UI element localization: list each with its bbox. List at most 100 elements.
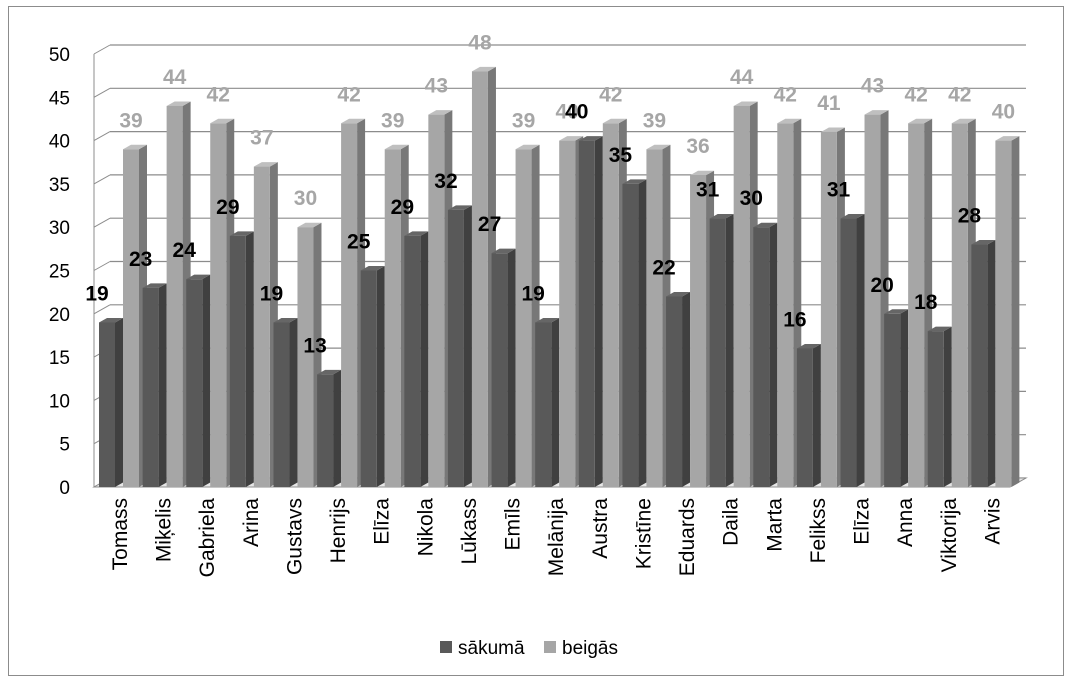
legend-label: beigās [562, 638, 618, 659]
bar-side [115, 317, 123, 487]
data-label: 23 [129, 248, 152, 271]
data-label: 20 [870, 274, 893, 297]
y-tick-label: 15 [49, 348, 70, 369]
data-label: 40 [565, 101, 588, 124]
bar-front [753, 227, 770, 487]
bar [404, 231, 429, 487]
bar-front [515, 149, 532, 487]
bar-front [471, 71, 488, 487]
bar [186, 274, 211, 487]
y-tick-label: 5 [59, 435, 70, 456]
bar-side [333, 369, 342, 487]
bar-front [820, 131, 837, 487]
x-tick-label: Gustavs [283, 498, 306, 575]
x-tick-label: Anna [894, 498, 917, 547]
bar-top [908, 118, 933, 124]
bar [535, 317, 560, 487]
data-labels: 19 39 23 44 24 42 29 37 19 30 13 42 25 39 29 43 32 48 27 39… [85, 31, 1015, 357]
bar-front [142, 287, 159, 487]
data-label: 19 [522, 282, 545, 305]
x-tick-label: Henrijs [327, 498, 350, 563]
data-label: 18 [914, 291, 938, 314]
bar-top [646, 144, 671, 150]
bar-top [535, 317, 560, 323]
bar-side [420, 231, 429, 487]
bar-front [927, 331, 944, 487]
bar [317, 369, 342, 487]
bar-top [796, 343, 821, 349]
data-label: 35 [609, 144, 633, 167]
bar-top [622, 179, 647, 184]
data-label: 39 [643, 109, 666, 132]
data-label: 41 [817, 92, 841, 115]
bar-top [447, 205, 472, 210]
x-tick-label: Austra [589, 498, 612, 559]
bar-front [559, 140, 576, 487]
bar-front [404, 235, 421, 487]
bar [666, 291, 691, 487]
y-tick-label: 0 [59, 478, 70, 499]
bar-front [971, 244, 988, 487]
x-tick-label: Arina [240, 498, 263, 547]
bar [840, 214, 865, 488]
bar [995, 136, 1020, 487]
bar [796, 343, 821, 487]
bar-front [995, 140, 1012, 487]
bar-front [535, 322, 552, 487]
y-axis-ticks: 0 5 10 15 20 25 30 35 40 45 50 [49, 45, 70, 499]
bar-side [856, 214, 865, 488]
bar-top [777, 118, 802, 124]
x-tick-label: Elīza [851, 498, 874, 545]
bars [99, 66, 1020, 488]
bar-top [602, 118, 627, 124]
bar-front [709, 218, 726, 488]
bar-side [638, 179, 647, 487]
bar-side [987, 240, 996, 487]
bar-top [210, 118, 235, 124]
bar-side [900, 309, 909, 487]
x-tick-label: Gabriela [196, 498, 219, 578]
bar-front [666, 296, 683, 487]
bar-top [840, 214, 865, 219]
bar [491, 248, 516, 487]
bar-front [210, 123, 227, 487]
data-label: 42 [948, 83, 971, 106]
bar-front [360, 270, 377, 487]
bar-front [341, 123, 358, 487]
data-label: 48 [468, 31, 492, 54]
legend-swatch [544, 641, 556, 653]
bar-front [777, 123, 794, 487]
bar-front [253, 166, 270, 487]
bar-front [733, 105, 750, 488]
data-label: 42 [599, 83, 622, 106]
y-tick-label: 20 [49, 305, 70, 326]
gridline-depth [93, 131, 111, 142]
bar [578, 136, 603, 487]
bar [622, 179, 647, 487]
bar-side [769, 222, 778, 487]
bar [142, 283, 167, 487]
data-label: 16 [783, 308, 806, 331]
bar-side [158, 283, 167, 487]
bar-top [384, 144, 409, 150]
bar [884, 309, 909, 487]
bar-top [253, 162, 278, 167]
data-label: 43 [861, 75, 884, 98]
data-label: 44 [163, 66, 187, 89]
gridline-depth [93, 174, 111, 185]
data-label: 42 [207, 83, 230, 106]
bar-front [840, 218, 857, 488]
gridline-depth [93, 87, 111, 98]
bar-front [690, 175, 707, 488]
bar-front [123, 149, 139, 487]
bar [908, 118, 933, 487]
bar [360, 266, 385, 487]
bar-front [428, 114, 445, 488]
data-label: 31 [827, 179, 851, 202]
data-label: 29 [391, 196, 414, 219]
bar-side [943, 326, 952, 487]
bar-top [753, 222, 778, 228]
data-label: 36 [686, 135, 709, 158]
bar-top [142, 283, 167, 288]
